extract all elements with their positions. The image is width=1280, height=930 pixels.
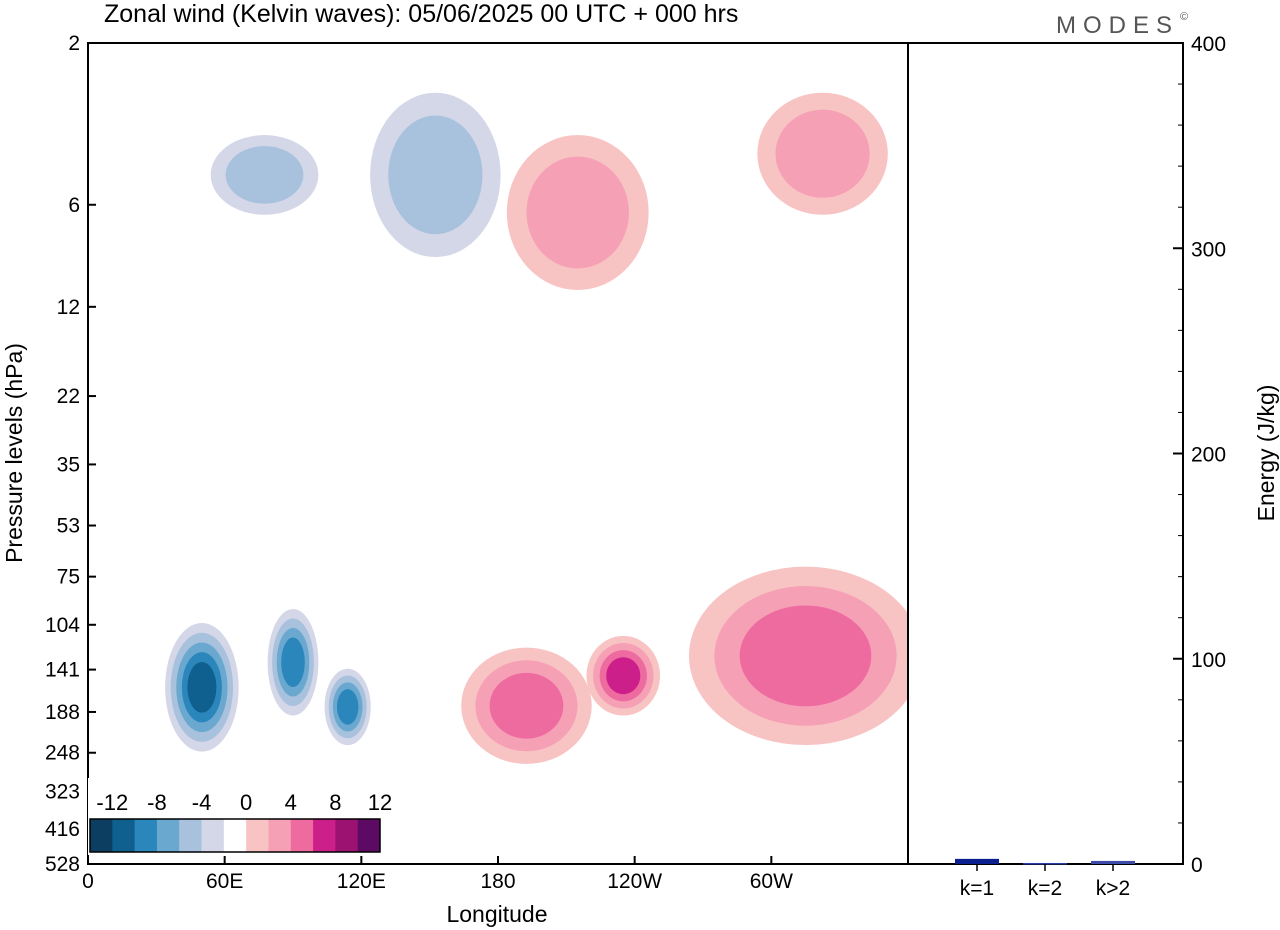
x-axis-label: Longitude [446,901,547,927]
pressure-tick-label: 35 [57,453,80,476]
colorbar-swatch [313,819,336,852]
longitude-tick-label: 60E [206,870,243,893]
contour-fill-negative [285,647,301,678]
energy-tick-label: 300 [1191,238,1226,261]
colorbar-swatch [112,819,136,852]
colorbar-swatch [179,819,203,852]
colorbar-swatch [156,819,180,852]
colorbar-swatch [357,819,381,852]
energy-axis-label: Energy (J/kg) [1253,385,1279,522]
longitude-ticks: 0 60E 120E 180 120W 60W [82,856,793,893]
pressure-tick-label: 323 [45,781,80,804]
energy-tick-label: 400 [1191,33,1226,56]
colorbar-swatch [223,819,247,852]
pressure-tick-label: 104 [45,614,80,637]
colorbar-swatch [268,819,292,852]
energy-ticks: 0 100 200 300 400 [1173,33,1226,877]
pressure-tick-label: 12 [57,296,80,319]
contour-fill-positive [764,624,847,687]
modes-logo: MODES [1056,12,1179,39]
colorbar-label: -4 [192,790,212,815]
colorbar-label: 8 [329,790,341,815]
contour-fill-negative [240,157,289,193]
colorbar-swatch [201,819,225,852]
pressure-tick-label: 2 [68,32,80,55]
contour-fill-positive [546,178,610,247]
pressure-tick-label: 141 [45,659,80,682]
longitude-tick-label: 180 [480,870,515,893]
modes-logo-mark: © [1180,11,1188,23]
pressure-tick-label: 416 [45,818,80,841]
pressure-tick-label: 53 [57,515,80,538]
energy-tick-label: 100 [1191,649,1226,672]
pressure-tick-label: 188 [45,701,80,724]
colorbar-legend: -12 -8 -4 0 4 8 12 [88,778,392,855]
pressure-tick-label: 22 [57,385,80,408]
colorbar-label: 12 [368,790,392,815]
colorbar-swatch [90,819,113,852]
energy-bars [955,858,1135,865]
energy-bar [1023,862,1067,865]
pressure-tick-label: 248 [45,742,80,765]
colorbar-swatch [134,819,158,852]
longitude-tick-label: 0 [82,870,94,893]
energy-panel: 0 100 200 300 400 k=1 k=2 k>2 Energy (J/kg) [907,33,1279,900]
colorbar-swatch [335,819,359,852]
colorbar-label: -8 [147,790,167,815]
longitude-tick-label: 60W [750,870,793,893]
pressure-tick-label: 6 [68,194,80,217]
longitude-tick-label: 120W [607,870,662,893]
contour-fill-positive [612,664,634,688]
y-axis-label: Pressure levels (hPa) [1,343,27,563]
chart-title: Zonal wind (Kelvin waves): 05/06/2025 00… [104,0,738,28]
energy-tick-label: 200 [1191,444,1226,467]
energy-category-label: k>2 [1096,877,1130,900]
colorbar-label: 4 [285,790,297,815]
colorbar-swatch [290,819,314,852]
longitude-tick-label: 120E [337,870,386,893]
pressure-tick-label: 528 [45,853,80,876]
contour-fill-positive [503,685,550,726]
contour-fill-negative [192,671,211,703]
contour-fill-positive [793,126,852,181]
contour-fills [165,92,908,764]
pressure-tick-label: 75 [57,566,80,589]
pressure-ticks: 2 6 12 22 35 53 75 104 141 188 248 323 416 528 [45,32,96,876]
contour-fill-negative [341,695,355,718]
energy-tick-label: 0 [1191,854,1203,877]
heatmap-panel: 2 6 12 22 35 53 75 104 141 188 248 323 416 528 0 60E 12… [1,32,909,927]
energy-category-label: k=1 [960,877,994,900]
contour-fill-negative [406,138,465,212]
energy-category-label: k=2 [1028,877,1062,900]
energy-bar [955,858,999,864]
colorbar-swatch [246,819,269,852]
energy-categories: k=1 k=2 k>2 [960,864,1130,900]
energy-bar [1091,860,1135,864]
energy-frame [907,42,1184,865]
colorbar-label: -12 [96,790,128,815]
colorbar-frame [89,818,381,853]
colorbar-label: 0 [240,790,252,815]
